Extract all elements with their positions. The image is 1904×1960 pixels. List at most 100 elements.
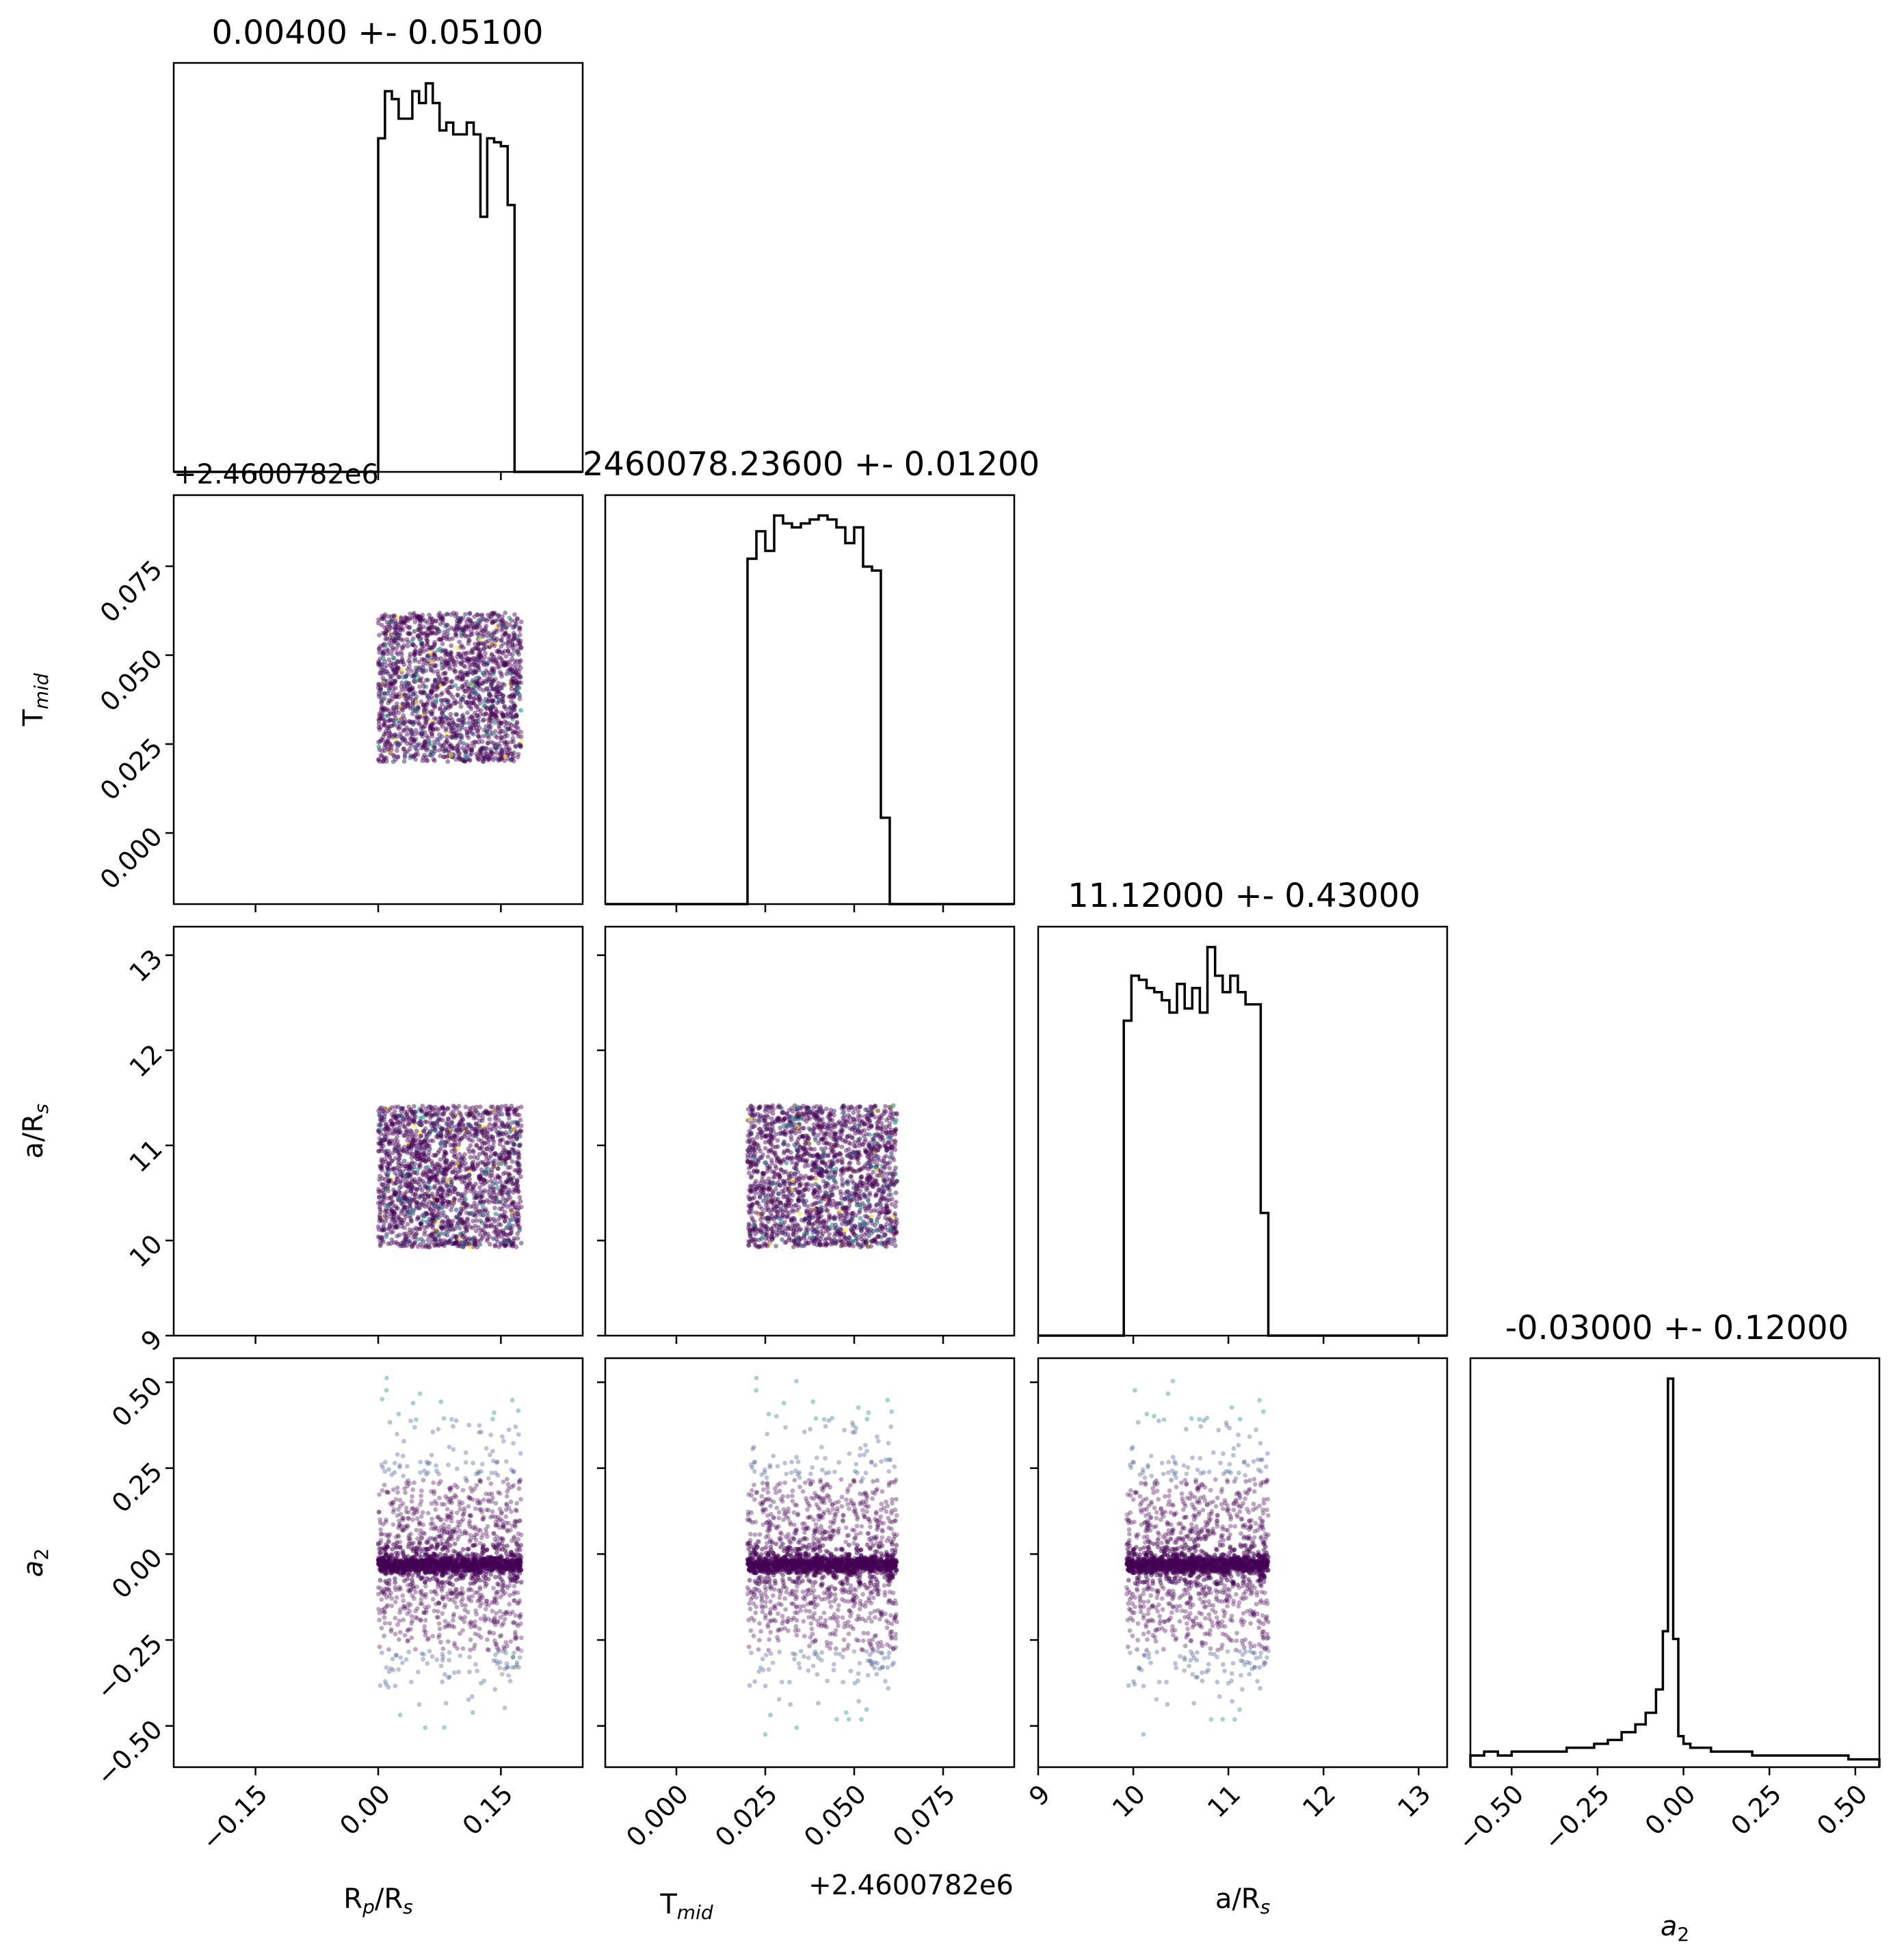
scatter-point — [382, 1193, 386, 1198]
scatter-point — [501, 1231, 506, 1236]
scatter-point — [477, 1145, 483, 1151]
scatter-point — [422, 1139, 427, 1143]
scatter-point — [484, 668, 489, 673]
scatter-point — [495, 1104, 501, 1110]
scatter-point — [438, 1141, 443, 1146]
scatter-point — [388, 676, 393, 682]
scatter-point — [376, 717, 382, 721]
scatter-point — [458, 1167, 463, 1173]
scatter-point — [518, 1128, 523, 1133]
scatter-point — [383, 1159, 388, 1165]
scatter-point — [486, 756, 492, 762]
scatter-point — [428, 1169, 434, 1174]
scatter-point — [466, 1241, 471, 1247]
scatter-point — [420, 734, 425, 739]
scatter-point — [380, 706, 384, 711]
scatter-point — [398, 620, 404, 624]
scatter-point — [450, 1189, 455, 1195]
scatter-point — [378, 725, 383, 730]
scatter-point — [498, 751, 503, 756]
scatter-point — [409, 1143, 414, 1148]
scatter-point — [429, 723, 435, 728]
scatter-point — [453, 1167, 458, 1172]
scatter-point — [476, 695, 481, 700]
scatter-point — [518, 645, 524, 650]
scatter-point — [516, 1132, 521, 1137]
scatter-point — [413, 648, 419, 654]
scatter-point — [486, 638, 491, 644]
scatter-point — [395, 1173, 400, 1178]
scatter-point — [478, 752, 484, 757]
scatter-point — [461, 651, 466, 656]
scatter-point — [468, 1143, 473, 1148]
scatter-point — [500, 1191, 505, 1195]
scatter-point — [399, 656, 405, 661]
scatter-point — [389, 1105, 395, 1110]
scatter-point — [481, 1233, 486, 1239]
scatter-point — [493, 745, 498, 751]
scatter-point — [406, 1134, 411, 1139]
scatter-point — [399, 667, 405, 673]
scatter-point — [408, 719, 412, 725]
scatter-point — [404, 1150, 410, 1155]
scatter-point — [484, 1111, 490, 1116]
scatter-point — [418, 1178, 423, 1183]
scatter-point — [463, 1189, 468, 1195]
scatter-point — [430, 631, 436, 636]
scatter-point — [445, 1106, 451, 1111]
scatter-point — [399, 1114, 405, 1119]
scatter-point — [388, 663, 393, 668]
scatter-point — [465, 1217, 470, 1223]
scatter-point — [404, 741, 410, 746]
scatter-point — [490, 1185, 496, 1190]
scatter-point — [466, 1221, 471, 1227]
scatter-point — [514, 1131, 519, 1136]
scatter-point — [503, 1210, 507, 1215]
scatter-point — [419, 1141, 424, 1146]
scatter-point — [482, 1110, 487, 1115]
scatter-point — [405, 1129, 410, 1135]
scatter-point — [412, 719, 417, 724]
scatter-point — [468, 681, 473, 687]
scatter-point — [463, 611, 468, 617]
scatter-point — [404, 1127, 409, 1133]
scatter-point — [461, 694, 466, 700]
scatter-point — [386, 614, 391, 620]
scatter-point — [402, 1225, 407, 1230]
scatter-point — [381, 1109, 386, 1114]
scatter-point — [512, 1236, 517, 1241]
scatter-point — [495, 1166, 501, 1171]
scatter-point — [440, 1106, 445, 1111]
scatter-point — [414, 1149, 419, 1154]
scatter-point — [445, 1130, 450, 1135]
scatter-point — [482, 654, 488, 660]
scatter-point — [440, 1196, 445, 1201]
scatter-point — [414, 1205, 419, 1210]
scatter-point — [400, 1147, 405, 1152]
scatter-point — [402, 1204, 408, 1210]
scatter-point — [512, 704, 517, 708]
scatter-point — [475, 754, 481, 758]
scatter-point — [434, 618, 439, 624]
scatter-point — [501, 713, 506, 718]
scatter-point — [482, 1140, 487, 1145]
scatter-point — [474, 1218, 479, 1223]
scatter-point — [463, 1226, 468, 1231]
scatter-point — [492, 654, 497, 660]
scatter-point — [495, 661, 501, 666]
scatter-point — [482, 1208, 488, 1213]
scatter-point — [378, 1165, 383, 1171]
scatter-point — [473, 1213, 478, 1219]
scatter-point — [488, 1187, 493, 1192]
scatter-point — [865, 1198, 871, 1204]
scatter-point — [473, 621, 478, 626]
scatter-point — [516, 734, 521, 739]
scatter-point — [512, 750, 516, 756]
scatter-point — [466, 634, 471, 639]
scatter-point — [432, 1208, 437, 1214]
scatter-point — [509, 1103, 514, 1109]
scatter-point — [455, 692, 460, 698]
scatter-point — [753, 1191, 758, 1196]
scatter-point — [490, 711, 495, 716]
scatter-point — [468, 747, 473, 752]
